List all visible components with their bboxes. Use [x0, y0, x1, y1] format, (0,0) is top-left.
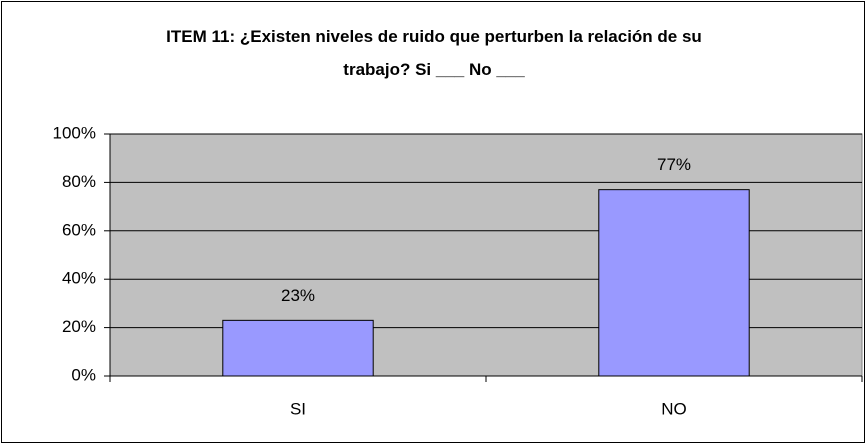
bar — [598, 189, 750, 377]
y-tick-label: 80% — [62, 172, 96, 191]
x-tick-label: NO — [661, 399, 687, 418]
chart-title: ITEM 11: ¿Existen niveles de ruido que p… — [166, 27, 702, 79]
value-label: 77% — [657, 155, 691, 174]
bar — [222, 319, 374, 377]
y-tick-label: 0% — [71, 365, 96, 384]
value-label: 23% — [281, 286, 315, 305]
x-tick-label: SI — [290, 399, 306, 418]
y-tick-label: 60% — [62, 220, 96, 239]
y-tick-label: 100% — [53, 123, 96, 142]
y-tick-label: 40% — [62, 269, 96, 288]
y-tick-label: 20% — [62, 317, 96, 336]
